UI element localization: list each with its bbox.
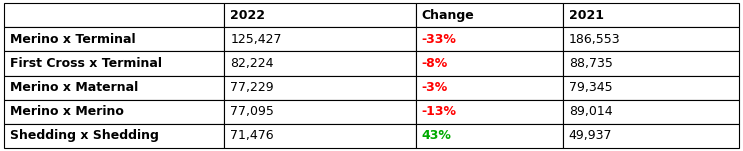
Text: 77,095: 77,095 [230,105,274,118]
Text: 125,427: 125,427 [230,33,282,46]
Text: Merino x Maternal: Merino x Maternal [10,81,138,94]
Text: 2021: 2021 [568,9,604,22]
Text: 43%: 43% [421,129,452,142]
Bar [562,76,739,100]
Text: -8%: -8% [421,57,448,70]
Bar [562,51,739,76]
Text: Change: Change [421,9,474,22]
Text: 186,553: 186,553 [568,33,620,46]
Bar [415,27,562,51]
Text: 88,735: 88,735 [568,57,612,70]
Bar [224,51,415,76]
Bar [224,100,415,124]
Text: 2022: 2022 [230,9,265,22]
Text: -3%: -3% [421,81,448,94]
Text: 79,345: 79,345 [568,81,612,94]
Bar [4,124,224,148]
Bar [562,100,739,124]
Text: 89,014: 89,014 [568,105,612,118]
Text: -33%: -33% [421,33,456,46]
Bar [4,3,224,27]
Bar [224,3,415,27]
Bar [562,27,739,51]
Text: Merino x Merino: Merino x Merino [10,105,123,118]
Bar [415,51,562,76]
Text: -13%: -13% [421,105,457,118]
Bar [562,3,739,27]
Bar [4,100,224,124]
Bar [562,124,739,148]
Text: First Cross x Terminal: First Cross x Terminal [10,57,162,70]
Bar [224,27,415,51]
Text: Shedding x Shedding: Shedding x Shedding [10,129,158,142]
Text: 77,229: 77,229 [230,81,274,94]
Bar [415,100,562,124]
Bar [415,124,562,148]
Text: 49,937: 49,937 [568,129,612,142]
Bar [224,124,415,148]
Bar [4,76,224,100]
Bar [4,27,224,51]
Bar [224,76,415,100]
Bar [415,3,562,27]
Bar [415,76,562,100]
Text: Merino x Terminal: Merino x Terminal [10,33,135,46]
Bar [4,51,224,76]
Text: 71,476: 71,476 [230,129,274,142]
Text: 82,224: 82,224 [230,57,274,70]
